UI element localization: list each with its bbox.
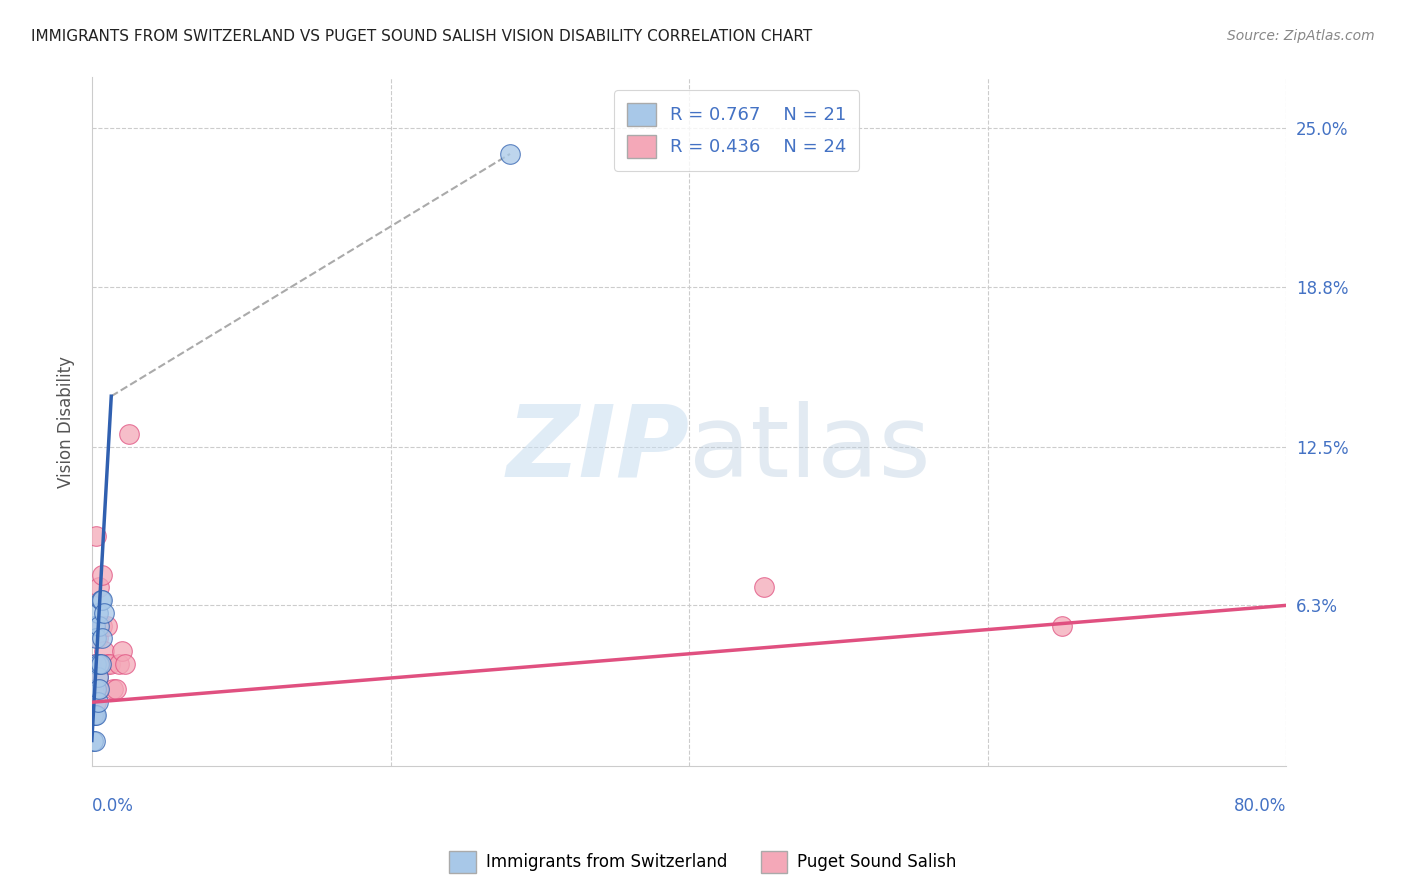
Point <box>118 427 141 442</box>
Point <box>91 619 114 633</box>
Point <box>93 644 115 658</box>
Point <box>90 657 112 671</box>
Point <box>86 529 108 543</box>
Point <box>91 567 114 582</box>
Point <box>752 581 775 595</box>
Point <box>93 606 115 620</box>
Point <box>86 682 108 697</box>
Point <box>499 147 522 161</box>
Point <box>91 593 114 607</box>
Point <box>91 632 114 646</box>
Point <box>87 670 110 684</box>
Point <box>86 657 108 671</box>
Point <box>89 682 111 697</box>
Point <box>83 708 105 723</box>
Point <box>1052 619 1074 633</box>
Point <box>86 708 108 723</box>
Point <box>96 657 118 671</box>
Point <box>82 708 104 723</box>
Point <box>87 632 110 646</box>
Text: ZIP: ZIP <box>506 401 689 498</box>
Text: atlas: atlas <box>689 401 931 498</box>
Point <box>87 695 110 709</box>
Point <box>86 632 108 646</box>
Point <box>87 606 110 620</box>
Point <box>89 619 111 633</box>
Y-axis label: Vision Disability: Vision Disability <box>58 356 75 488</box>
Point <box>89 581 111 595</box>
Point <box>87 670 110 684</box>
Point <box>89 682 111 697</box>
Point <box>86 695 108 709</box>
Point <box>114 657 136 671</box>
Point <box>111 644 134 658</box>
Text: 0.0%: 0.0% <box>91 797 134 814</box>
Point <box>101 682 124 697</box>
Point <box>98 657 121 671</box>
Text: Source: ZipAtlas.com: Source: ZipAtlas.com <box>1227 29 1375 43</box>
Point <box>107 657 129 671</box>
Legend: Immigrants from Switzerland, Puget Sound Salish: Immigrants from Switzerland, Puget Sound… <box>443 845 963 880</box>
Point <box>83 733 105 747</box>
Point <box>83 619 105 633</box>
Text: 80.0%: 80.0% <box>1234 797 1286 814</box>
Point <box>104 682 127 697</box>
Text: IMMIGRANTS FROM SWITZERLAND VS PUGET SOUND SALISH VISION DISABILITY CORRELATION : IMMIGRANTS FROM SWITZERLAND VS PUGET SOU… <box>31 29 813 44</box>
Point <box>83 682 105 697</box>
Legend: R = 0.767    N = 21, R = 0.436    N = 24: R = 0.767 N = 21, R = 0.436 N = 24 <box>614 90 859 170</box>
Point <box>90 593 112 607</box>
Point <box>83 657 105 671</box>
Point <box>96 619 118 633</box>
Point <box>90 657 112 671</box>
Point <box>82 708 104 723</box>
Point <box>89 657 111 671</box>
Point <box>82 733 104 747</box>
